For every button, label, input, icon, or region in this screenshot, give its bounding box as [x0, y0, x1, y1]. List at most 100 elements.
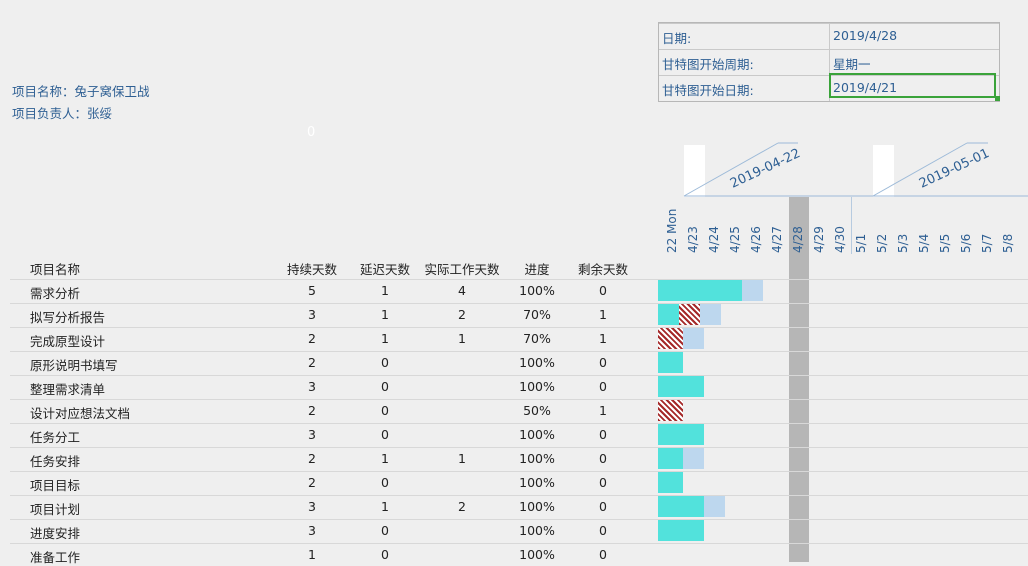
progress-cell[interactable]: 100%	[519, 523, 555, 538]
delay-cell[interactable]: 0	[381, 427, 389, 442]
row-divider	[10, 447, 1028, 448]
task-name-cell[interactable]: 准备工作	[30, 550, 81, 565]
task-name-cell[interactable]: 拟写分析报告	[30, 310, 106, 325]
gantt-bar-delayed	[658, 328, 683, 349]
delay-cell[interactable]: 1	[381, 499, 389, 514]
delay-cell[interactable]: 0	[381, 355, 389, 370]
progress-cell[interactable]: 100%	[519, 355, 555, 370]
delay-cell[interactable]: 0	[381, 379, 389, 394]
delay-cell[interactable]: 0	[381, 523, 389, 538]
task-name-cell[interactable]: 需求分析	[30, 286, 81, 301]
row-divider	[10, 471, 1028, 472]
date-info-panel: 日期: 2019/4/28 甘特图开始周期: 星期一 甘特图开始日期: 2019…	[658, 22, 1000, 102]
actual-days-cell[interactable]: 1	[458, 451, 466, 466]
remaining-cell[interactable]: 0	[599, 451, 607, 466]
task-name-cell[interactable]: 项目计划	[30, 502, 81, 517]
task-name-cell[interactable]: 任务安排	[30, 454, 81, 469]
duration-cell[interactable]: 3	[308, 379, 316, 394]
task-name-cell[interactable]: 完成原型设计	[30, 334, 106, 349]
remaining-cell[interactable]: 1	[599, 307, 607, 322]
task-name-cell[interactable]: 进度安排	[30, 526, 81, 541]
delay-cell[interactable]: 0	[381, 475, 389, 490]
progress-cell[interactable]: 50%	[523, 403, 551, 418]
progress-cell[interactable]: 100%	[519, 379, 555, 394]
remaining-cell[interactable]: 0	[599, 523, 607, 538]
header-progress: 进度	[524, 262, 550, 277]
delay-cell[interactable]: 1	[381, 451, 389, 466]
duration-cell[interactable]: 1	[308, 547, 316, 562]
info-divider	[829, 23, 830, 101]
gantt-bar-done	[658, 352, 683, 373]
row-divider	[10, 543, 1028, 544]
selected-cell-outline[interactable]	[829, 73, 996, 98]
delay-cell[interactable]: 0	[381, 547, 389, 562]
progress-cell[interactable]: 70%	[523, 307, 551, 322]
date-label: 22 Mon	[665, 208, 679, 253]
task-name-cell[interactable]: 原形说明书填写	[30, 358, 118, 373]
duration-cell[interactable]: 3	[308, 523, 316, 538]
gantt-bar-delayed	[658, 400, 683, 421]
info-value[interactable]: 2019/4/21	[833, 80, 898, 95]
date-label: 5/1	[854, 233, 868, 253]
info-row-start-week[interactable]: 甘特图开始周期: 星期一	[659, 49, 999, 76]
duration-cell[interactable]: 3	[308, 427, 316, 442]
gantt-bar-done	[658, 472, 683, 493]
duration-cell[interactable]: 2	[308, 475, 316, 490]
info-value[interactable]: 星期一	[833, 57, 871, 72]
remaining-cell[interactable]: 0	[599, 379, 607, 394]
duration-cell[interactable]: 2	[308, 331, 316, 346]
delay-cell[interactable]: 1	[381, 331, 389, 346]
progress-cell[interactable]: 100%	[519, 547, 555, 562]
fill-handle[interactable]	[995, 96, 1000, 101]
date-label: 4/30	[833, 226, 847, 253]
remaining-cell[interactable]: 0	[599, 499, 607, 514]
remaining-cell[interactable]: 0	[599, 427, 607, 442]
date-label: 5/4	[917, 233, 931, 253]
delay-cell[interactable]: 1	[381, 307, 389, 322]
project-owner: 项目负责人：张绥	[12, 106, 113, 121]
row-divider	[10, 423, 1028, 424]
remaining-cell[interactable]: 0	[599, 283, 607, 298]
progress-cell[interactable]: 100%	[519, 475, 555, 490]
duration-cell[interactable]: 3	[308, 307, 316, 322]
progress-cell[interactable]: 100%	[519, 283, 555, 298]
progress-cell[interactable]: 100%	[519, 427, 555, 442]
date-label: 5/7	[980, 233, 994, 253]
duration-cell[interactable]: 2	[308, 451, 316, 466]
duration-cell[interactable]: 3	[308, 499, 316, 514]
actual-days-cell[interactable]: 2	[458, 307, 466, 322]
row-divider	[10, 327, 1028, 328]
row-divider	[10, 495, 1028, 496]
gantt-bar-remaining	[683, 328, 704, 349]
progress-cell[interactable]: 100%	[519, 499, 555, 514]
actual-days-cell[interactable]: 2	[458, 499, 466, 514]
date-label: 4/23	[686, 226, 700, 253]
actual-days-cell[interactable]: 4	[458, 283, 466, 298]
info-row-date[interactable]: 日期: 2019/4/28	[659, 23, 999, 50]
remaining-cell[interactable]: 0	[599, 547, 607, 562]
gantt-bar-done	[658, 448, 683, 469]
duration-cell[interactable]: 2	[308, 403, 316, 418]
actual-days-cell[interactable]: 1	[458, 331, 466, 346]
date-label: 5/5	[938, 233, 952, 253]
task-name-cell[interactable]: 项目目标	[30, 478, 81, 493]
remaining-cell[interactable]: 1	[599, 331, 607, 346]
task-name-cell[interactable]: 任务分工	[30, 430, 81, 445]
task-name-cell[interactable]: 设计对应想法文档	[30, 406, 131, 421]
info-value[interactable]: 2019/4/28	[833, 28, 898, 43]
progress-cell[interactable]: 70%	[523, 331, 551, 346]
progress-cell[interactable]: 100%	[519, 451, 555, 466]
gantt-bar-done	[658, 496, 704, 517]
duration-cell[interactable]: 5	[308, 283, 316, 298]
week-divider	[851, 197, 852, 254]
remaining-cell[interactable]: 1	[599, 403, 607, 418]
duration-cell[interactable]: 2	[308, 355, 316, 370]
delay-cell[interactable]: 1	[381, 283, 389, 298]
date-label: 4/28	[791, 226, 805, 253]
remaining-cell[interactable]: 0	[599, 355, 607, 370]
delay-cell[interactable]: 0	[381, 403, 389, 418]
remaining-cell[interactable]: 0	[599, 475, 607, 490]
info-label: 甘特图开始周期:	[662, 57, 754, 72]
header-remaining: 剩余天数	[577, 262, 628, 277]
task-name-cell[interactable]: 整理需求清单	[30, 382, 106, 397]
